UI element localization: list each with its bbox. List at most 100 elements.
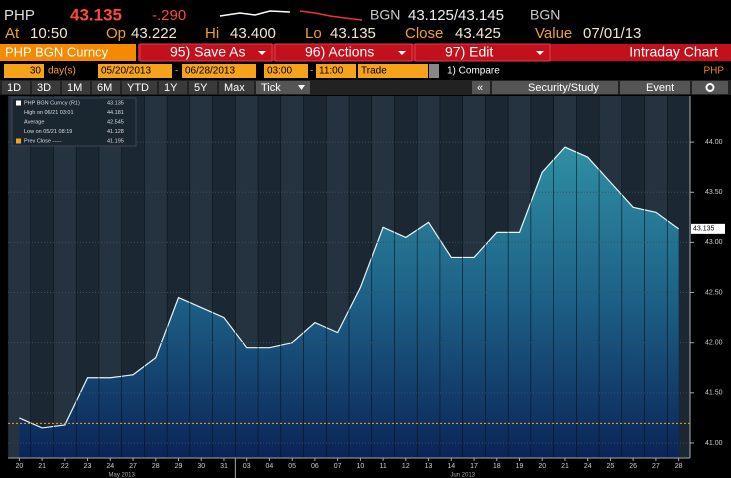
field-value: 43.425: [455, 25, 501, 42]
tool-button[interactable]: [692, 81, 728, 94]
dropdown-arrow: [398, 51, 406, 55]
ticker: PHP: [4, 7, 35, 24]
day-column: [30, 96, 54, 458]
tab-label: 3D: [37, 82, 51, 94]
tab[interactable]: [62, 81, 90, 94]
tab[interactable]: [92, 81, 120, 94]
menu-title: Intraday Chart: [629, 44, 718, 60]
y-tick-label: 43.50: [705, 189, 723, 196]
tab[interactable]: [32, 81, 60, 94]
security-box: [0, 44, 136, 61]
input-box[interactable]: [4, 64, 44, 78]
field-value: 43.222: [131, 25, 177, 42]
label: -: [310, 66, 313, 77]
input-box[interactable]: [316, 64, 356, 78]
tab[interactable]: [219, 81, 254, 94]
field-label: Close: [405, 25, 443, 42]
input-value: Trade: [361, 66, 387, 77]
input-box[interactable]: [98, 64, 172, 78]
tab-label: Tick: [261, 82, 281, 94]
field-value: 43.400: [230, 25, 276, 42]
tab[interactable]: [159, 81, 187, 94]
tab[interactable]: [122, 81, 157, 94]
change: -.290: [152, 7, 186, 24]
legend-value: 43.135: [107, 100, 124, 106]
field-label: Lo: [305, 25, 322, 42]
x-tick-label: 29: [175, 463, 183, 470]
dropdown-arrow: [536, 51, 544, 55]
x-tick-label: 22: [61, 463, 69, 470]
input-box[interactable]: [264, 64, 308, 78]
menu-button[interactable]: [274, 43, 413, 62]
month-label: May 2013: [108, 473, 135, 478]
x-tick-label: 20: [538, 463, 546, 470]
dropdown-arrow: [258, 51, 266, 55]
tab[interactable]: [2, 81, 30, 94]
security: PHP BGN Curncy: [5, 44, 109, 59]
x-tick-label: 20: [15, 463, 23, 470]
menu-item: 97) Edit: [445, 44, 493, 60]
legend-value: 44.181: [107, 110, 124, 116]
dropdown[interactable]: [429, 64, 439, 78]
last-price-tag: [691, 223, 725, 234]
tab-label: 1Y: [164, 82, 178, 94]
menu-item: 96) Actions: [305, 44, 374, 60]
y-tick-label: 41.50: [705, 390, 723, 397]
y-tick-label: 42.00: [705, 340, 723, 347]
x-tick-label: 10: [356, 463, 364, 470]
source: BGN: [370, 7, 400, 23]
x-tick-label: 04: [266, 463, 274, 470]
tab-label: 1M: [67, 82, 82, 94]
dropdown-arrow: [298, 85, 305, 90]
label: -: [175, 66, 178, 77]
last-price-label: 43.135: [693, 226, 715, 233]
legend-label: PHP BGN Curncy (R1): [24, 100, 80, 106]
input-box[interactable]: [358, 64, 428, 78]
legend-label: Average: [24, 119, 44, 125]
price-area: [19, 147, 679, 458]
tool-button[interactable]: [620, 81, 690, 94]
x-tick-label: 27: [652, 463, 660, 470]
tool-button[interactable]: [492, 81, 618, 94]
tab[interactable]: [189, 81, 217, 94]
y-tick-label: 43.00: [705, 239, 723, 246]
x-tick-label: 12: [402, 463, 410, 470]
label: day(s): [48, 66, 76, 77]
tab-label: Max: [224, 82, 245, 94]
sparkline: [219, 10, 291, 17]
x-tick-label: 31: [220, 463, 228, 470]
x-tick-label: 13: [425, 463, 433, 470]
input-value: 03:00: [267, 66, 292, 77]
menu-button[interactable]: [139, 43, 273, 62]
day-column: [98, 96, 122, 458]
tab-label: 6M: [97, 82, 112, 94]
input-value: 06/28/2013: [185, 66, 235, 77]
menu-button[interactable]: [414, 43, 551, 62]
x-tick-label: 14: [447, 463, 455, 470]
x-tick-label: 03: [243, 463, 251, 470]
legend-value: 42.545: [107, 119, 124, 125]
tool-button[interactable]: [472, 81, 490, 94]
x-tick-label: 19: [516, 463, 524, 470]
x-tick-label: 05: [288, 463, 296, 470]
compare: 1) Compare: [447, 66, 500, 77]
tab[interactable]: [256, 81, 310, 94]
x-tick-label: 26: [629, 463, 637, 470]
tab-label: 1D: [7, 82, 21, 94]
input-box[interactable]: [182, 64, 256, 78]
x-tick-label: 25: [607, 463, 615, 470]
x-tick-label: 11: [379, 463, 386, 470]
field-label: At: [5, 25, 20, 42]
field-value: 43.135: [330, 25, 376, 42]
day-column: [53, 96, 77, 458]
tab-label: YTD: [127, 82, 149, 94]
source: BGN: [530, 7, 560, 23]
tool-label: «: [477, 82, 483, 94]
sparkline: [299, 10, 363, 21]
x-tick-label: 30: [197, 463, 205, 470]
legend-swatch: [16, 100, 21, 106]
x-tick-label: 24: [584, 463, 592, 470]
month-label: Jun 2013: [450, 473, 475, 478]
